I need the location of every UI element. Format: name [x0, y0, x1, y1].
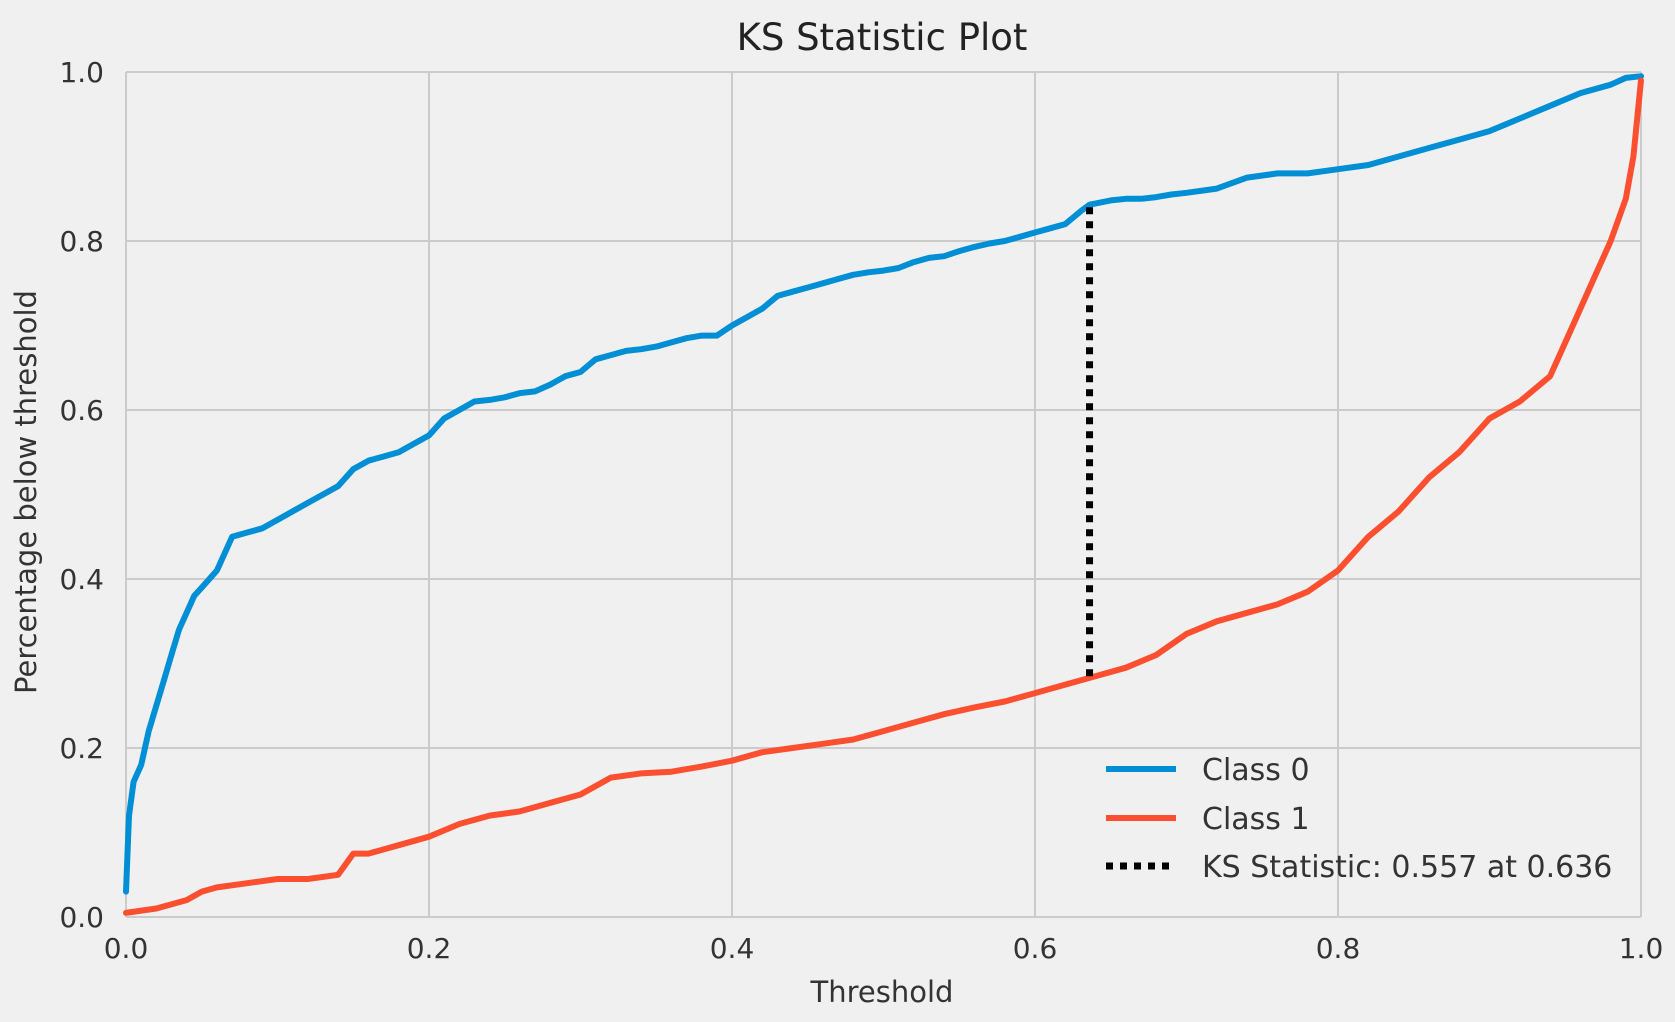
chart-title: KS Statistic Plot: [737, 16, 1028, 59]
x-tick-label-5: 1.0: [1619, 932, 1664, 965]
y-tick-label-3: 0.6: [59, 394, 104, 427]
x-tick-label-2: 0.4: [710, 932, 755, 965]
series-line-class-1: [123, 77, 1644, 916]
series-layer: [123, 73, 1644, 916]
y-tick-label-0: 0.0: [59, 901, 104, 934]
series-line-class-0: [123, 73, 1644, 895]
x-tick-label-0: 0.0: [104, 932, 149, 965]
y-tick-label-4: 0.8: [59, 225, 104, 258]
y-tick-label-5: 1.0: [59, 56, 104, 89]
legend: Class 0 Class 1 KS Statistic: 0.557 at 0…: [1106, 753, 1612, 885]
y-tick-label-1: 0.2: [59, 732, 104, 765]
y-tick-labels: 0.0 0.2 0.4 0.6 0.8 1.0: [59, 56, 104, 934]
x-axis-title: Threshold: [810, 975, 954, 1009]
x-tick-labels: 0.0 0.2 0.4 0.6 0.8 1.0: [104, 932, 1664, 965]
x-tick-label-3: 0.6: [1013, 932, 1058, 965]
legend-label-ks-statistic: KS Statistic: 0.557 at 0.636: [1202, 850, 1612, 885]
x-tick-label-1: 0.2: [407, 932, 452, 965]
grid: [125, 71, 1642, 918]
y-axis-title: Percentage below threshold: [9, 290, 43, 694]
legend-label-class-1: Class 1: [1202, 802, 1310, 837]
y-tick-label-2: 0.4: [59, 563, 104, 596]
x-tick-label-4: 0.8: [1316, 932, 1361, 965]
legend-label-class-0: Class 0: [1202, 753, 1310, 788]
